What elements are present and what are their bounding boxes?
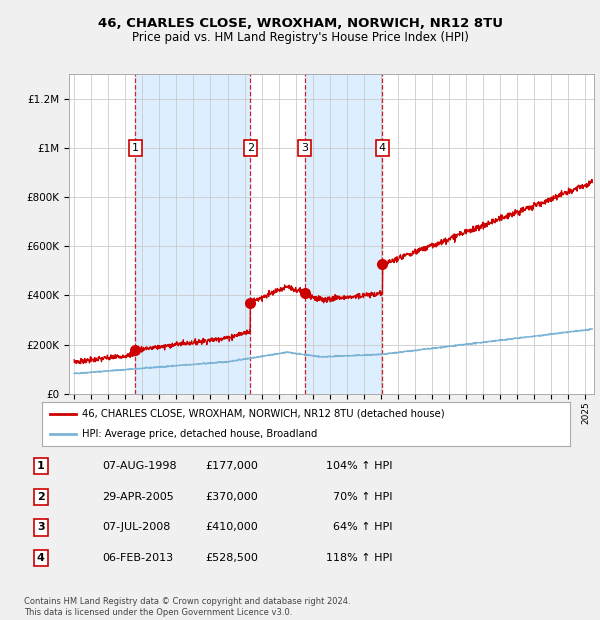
Text: Contains HM Land Registry data © Crown copyright and database right 2024.
This d: Contains HM Land Registry data © Crown c… — [24, 598, 350, 617]
Text: 2: 2 — [247, 143, 254, 153]
Text: 118% ↑ HPI: 118% ↑ HPI — [326, 553, 392, 563]
Text: £410,000: £410,000 — [206, 523, 259, 533]
Text: £370,000: £370,000 — [206, 492, 259, 502]
Text: 70% ↑ HPI: 70% ↑ HPI — [333, 492, 392, 502]
Text: HPI: Average price, detached house, Broadland: HPI: Average price, detached house, Broa… — [82, 429, 317, 440]
Text: £528,500: £528,500 — [205, 553, 259, 563]
Text: 06-FEB-2013: 06-FEB-2013 — [102, 553, 173, 563]
Text: 3: 3 — [301, 143, 308, 153]
Text: 07-AUG-1998: 07-AUG-1998 — [102, 461, 177, 471]
Text: Price paid vs. HM Land Registry's House Price Index (HPI): Price paid vs. HM Land Registry's House … — [131, 31, 469, 43]
Text: 104% ↑ HPI: 104% ↑ HPI — [326, 461, 392, 471]
Text: 46, CHARLES CLOSE, WROXHAM, NORWICH, NR12 8TU (detached house): 46, CHARLES CLOSE, WROXHAM, NORWICH, NR1… — [82, 409, 444, 419]
Text: £177,000: £177,000 — [205, 461, 259, 471]
Text: 3: 3 — [37, 523, 44, 533]
Text: 4: 4 — [37, 553, 44, 563]
Text: 4: 4 — [379, 143, 386, 153]
Text: 07-JUL-2008: 07-JUL-2008 — [102, 523, 170, 533]
Text: 1: 1 — [132, 143, 139, 153]
Text: 64% ↑ HPI: 64% ↑ HPI — [333, 523, 392, 533]
Text: 1: 1 — [37, 461, 44, 471]
Bar — [136, 74, 250, 394]
Text: 46, CHARLES CLOSE, WROXHAM, NORWICH, NR12 8TU: 46, CHARLES CLOSE, WROXHAM, NORWICH, NR1… — [97, 17, 503, 30]
Text: 29-APR-2005: 29-APR-2005 — [102, 492, 174, 502]
Bar — [305, 74, 382, 394]
Text: 2: 2 — [37, 492, 44, 502]
